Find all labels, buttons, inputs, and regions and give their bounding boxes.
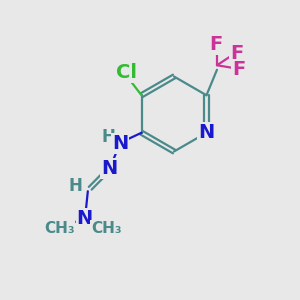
Text: H: H	[68, 177, 82, 195]
Text: H: H	[102, 128, 116, 146]
Text: N: N	[198, 123, 214, 142]
Text: F: F	[230, 44, 243, 63]
Text: CH₃: CH₃	[91, 221, 122, 236]
Text: F: F	[209, 35, 222, 54]
Text: N: N	[112, 134, 128, 153]
Text: Cl: Cl	[116, 63, 137, 82]
Text: N: N	[101, 159, 118, 178]
Text: N: N	[77, 209, 93, 228]
Text: CH₃: CH₃	[44, 221, 75, 236]
Text: F: F	[232, 60, 245, 79]
